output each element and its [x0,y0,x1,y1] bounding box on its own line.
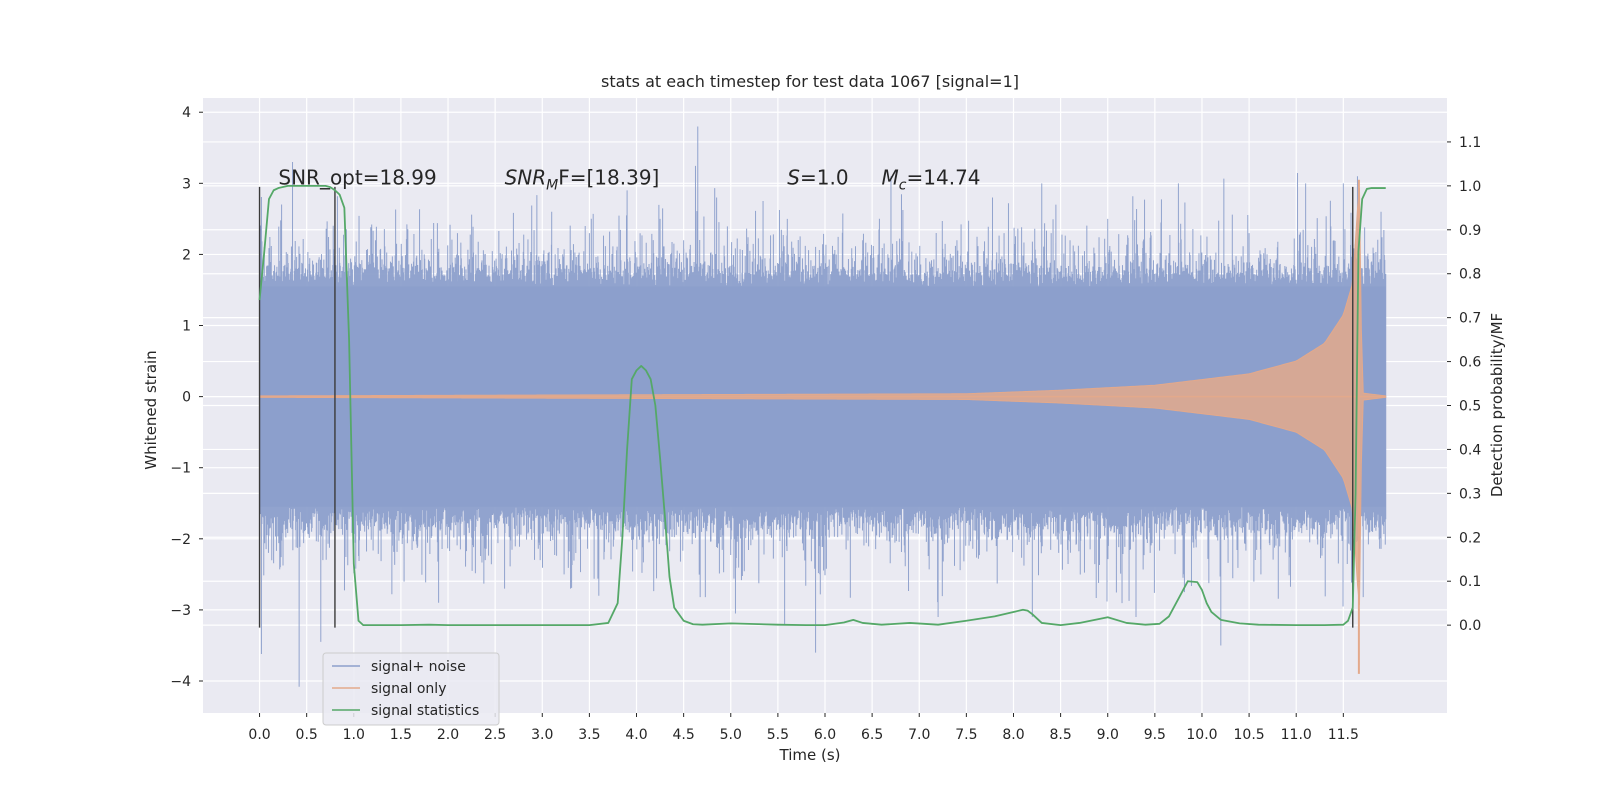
x-tick-label: 3.0 [531,727,553,743]
statistics-line [258,184,1386,627]
x-tick-label: 11.0 [1281,727,1312,743]
x-tick-label: 8.0 [1002,727,1024,743]
x-tick-label: 9.0 [1097,727,1119,743]
annotation: SNRMF=[18.39] [505,165,660,193]
legend-box [322,652,500,726]
y2-tick-label: 0.2 [1459,530,1481,546]
annotation: S=1.0 [787,165,848,189]
x-tick-label: 1.5 [390,727,412,743]
annotation: Mc=14.74 [882,165,981,193]
x-tick-label: 7.0 [908,727,930,743]
y2-tick-label: 0.9 [1459,223,1481,239]
x-tick-label: 10.5 [1234,727,1265,743]
y2-tick-label: 0.3 [1459,486,1481,502]
x-axis-label: Time (s) [779,746,841,764]
y-axis-label: Whitened strain [142,350,160,469]
x-tick-label: 5.5 [767,727,789,743]
x-tick-label: 6.0 [814,727,836,743]
y-tick-label: −4 [170,674,191,690]
y2-tick-label: 0.5 [1459,399,1481,415]
x-tick-label: 5.0 [720,727,742,743]
x-tick-label: 7.5 [955,727,977,743]
y2-tick-label: 1.1 [1459,135,1481,151]
y-tick-label: −2 [170,532,191,548]
x-tick-label: 6.5 [861,727,883,743]
y2-tick-label: 0.7 [1459,311,1481,327]
signal-statistics-series [258,184,1386,627]
x-tick-label: 0.0 [248,727,270,743]
chart-title: stats at each timestep for test data 106… [601,72,1019,91]
x-tick-label: 3.5 [578,727,600,743]
y2-tick-label: 1.0 [1459,179,1481,195]
x-tick-label: 4.5 [673,727,695,743]
y-tick-label: 2 [182,247,191,263]
x-tick-label: 2.0 [437,727,459,743]
legend: signal+ noise signal only signal statist… [322,652,500,726]
y2-tick-label: 0.1 [1459,574,1481,590]
y2-tick-label: 0.6 [1459,355,1481,371]
x-tick-label: 0.5 [296,727,318,743]
y2-axis-label: Detection probability/MF [1488,313,1506,497]
x-tick-label: 2.5 [484,727,506,743]
y2-tick-label: 0.4 [1459,442,1481,458]
y2-tick-label: 0.8 [1459,267,1481,283]
y-tick-label: −3 [170,603,191,619]
x-tick-label: 8.5 [1049,727,1071,743]
annotation: SNR_opt=18.99 [278,165,436,189]
legend-label-signal-only: signal only [371,681,446,697]
legend-label-signal-statistics: signal statistics [371,703,479,719]
legend-label-signal-noise: signal+ noise [371,659,466,675]
vertical-markers [258,186,1354,628]
x-tick-label: 4.0 [625,727,647,743]
annotations: SNR_opt=18.99 SNRMF=[18.39] S=1.0 Mc=14.74 [278,165,980,193]
y-tick-label: 4 [182,105,191,121]
y-tick-label: 1 [182,319,191,335]
y-tick-label: 3 [182,176,191,192]
y2-tick-label: 0.0 [1459,618,1481,634]
x-tick-label: 9.5 [1144,727,1166,743]
x-tick-label: 11.5 [1328,727,1359,743]
x-tick-label: 10.0 [1186,727,1217,743]
y-tick-label: −1 [170,461,191,477]
y-tick-label: 0 [182,390,191,406]
x-tick-label: 1.0 [343,727,365,743]
axis-ticks: 0.0 0.5 1.0 1.5 2.0 2.5 3.0 3.5 4.0 4.5 5.0 5.5 6.0 6… [170,105,1481,743]
